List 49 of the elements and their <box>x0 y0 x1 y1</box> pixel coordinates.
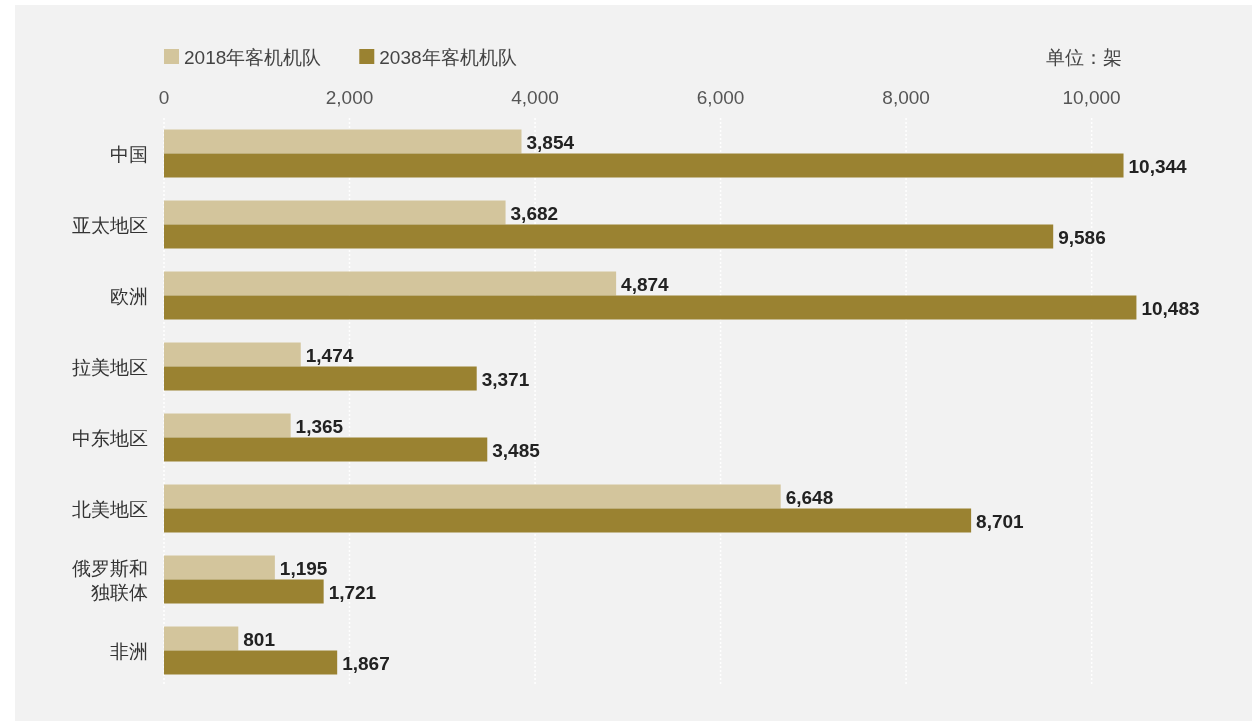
data-label: 3,682 <box>510 202 559 224</box>
data-label: 9,586 <box>1058 226 1106 248</box>
data-label: 1,474 <box>305 344 354 366</box>
bar <box>164 129 522 154</box>
y-tick-label: 亚太地区 <box>72 214 148 236</box>
y-tick-label: 中东地区 <box>72 427 148 449</box>
text: 单位：架 <box>1046 47 1122 68</box>
bar <box>164 342 301 367</box>
y-tick-label: 拉美地区 <box>72 356 148 378</box>
legend-label: 2018年客机机队 <box>184 47 322 68</box>
data-label: 10,344 <box>1128 155 1188 177</box>
bar <box>164 295 1137 320</box>
x-tick-label: 8,000 <box>882 87 930 108</box>
bar <box>164 224 1054 249</box>
bar <box>164 650 338 675</box>
bar <box>164 579 324 604</box>
data-label: 1,195 <box>279 557 328 579</box>
data-label: 801 <box>243 628 276 650</box>
x-tick-label: 4,000 <box>511 87 559 108</box>
bar <box>164 484 781 509</box>
bar <box>164 437 488 462</box>
data-label: 3,371 <box>481 368 530 390</box>
x-tick-label: 0 <box>158 87 170 108</box>
bar <box>164 413 291 438</box>
data-label: 10,483 <box>1141 297 1200 319</box>
data-label: 4,874 <box>621 273 670 295</box>
y-tick-label: 北美地区 <box>72 498 148 520</box>
y-tick-label: 欧洲 <box>110 285 148 307</box>
x-tick-label: 2,000 <box>325 87 374 108</box>
bar <box>164 508 972 533</box>
x-tick-label: 10,000 <box>1062 87 1121 108</box>
bar <box>164 366 477 391</box>
data-label: 3,485 <box>492 439 541 461</box>
bar <box>164 555 275 580</box>
y-tick-label: 中国 <box>110 143 148 165</box>
bar <box>164 626 239 651</box>
y-tick-label: 俄罗斯和独联体 <box>72 557 148 603</box>
data-label: 6,648 <box>785 486 834 508</box>
bar <box>164 271 617 296</box>
data-label: 3,854 <box>526 131 575 153</box>
data-label: 1,867 <box>342 652 390 674</box>
data-label: 1,721 <box>328 581 377 603</box>
bar <box>164 153 1124 178</box>
bar <box>164 200 506 225</box>
data-label: 1,365 <box>295 415 344 437</box>
x-tick-label: 6,000 <box>696 87 745 108</box>
y-tick-label: 非洲 <box>110 640 148 662</box>
data-label: 8,701 <box>976 510 1025 532</box>
legend-label: 2038年客机机队 <box>379 47 517 68</box>
